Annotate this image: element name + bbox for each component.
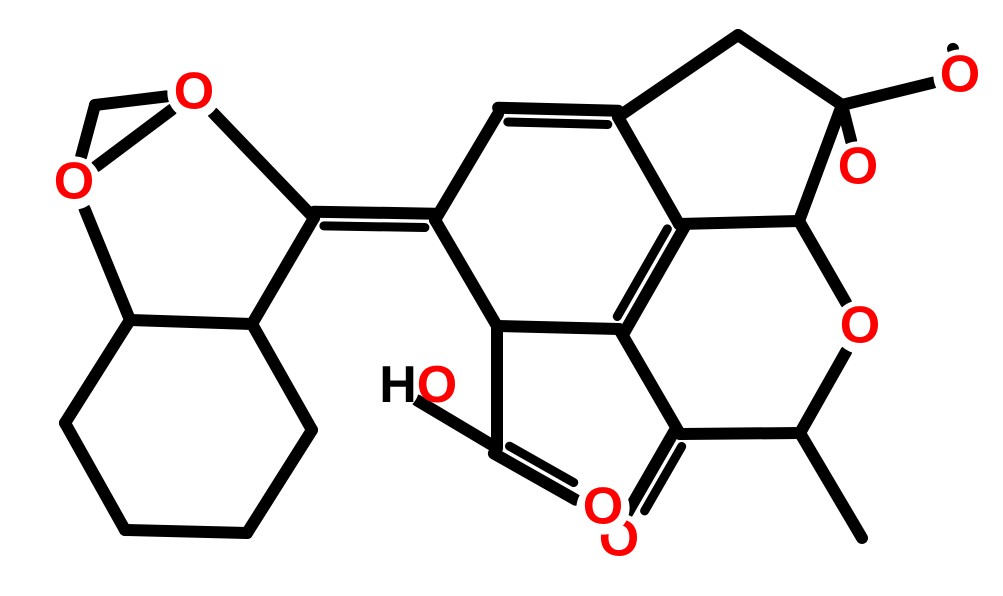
bond — [130, 320, 252, 324]
o-label: O — [583, 478, 623, 536]
bond — [679, 221, 799, 224]
o-label: O — [840, 297, 880, 355]
bond — [125, 530, 247, 533]
hydroxyl-label: HO — [379, 356, 457, 414]
bond — [324, 226, 425, 228]
bond — [95, 96, 166, 105]
bond — [314, 212, 435, 214]
bond — [497, 326, 619, 329]
bond — [508, 122, 608, 125]
o-label: O — [54, 153, 94, 211]
o-label: O — [940, 46, 980, 104]
o-label: O — [174, 63, 214, 121]
bond — [498, 108, 618, 111]
bond — [680, 433, 800, 434]
o-label: O — [838, 138, 878, 196]
